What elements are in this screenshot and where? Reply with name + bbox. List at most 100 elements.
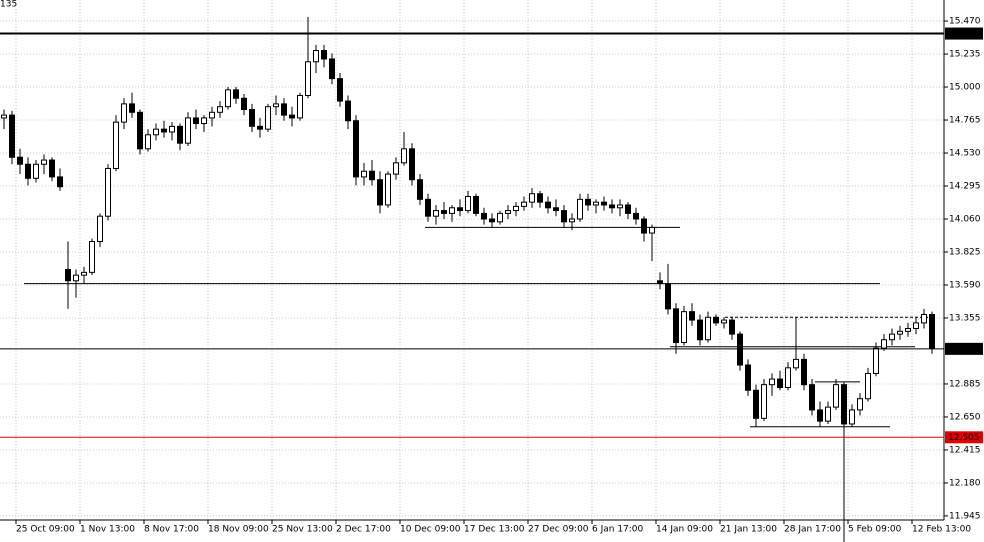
candle-body xyxy=(321,50,327,60)
price-label: 13.135 xyxy=(948,344,980,354)
candle-body xyxy=(921,313,927,324)
candle-body xyxy=(41,159,47,165)
candle-body xyxy=(297,94,303,119)
price-label: 12.505 xyxy=(948,433,980,443)
candle-body xyxy=(25,163,31,179)
candle-body xyxy=(137,111,143,150)
candle-body xyxy=(609,204,615,209)
candle-body xyxy=(329,58,335,80)
candle-body xyxy=(233,89,239,99)
candle-body xyxy=(753,389,759,419)
x-tick-label: 27 Dec 09:00 xyxy=(528,525,589,535)
candle-body xyxy=(273,103,279,108)
candle-body xyxy=(761,384,767,419)
y-tick-label: 15.235 xyxy=(949,50,981,60)
candle-body xyxy=(169,125,175,133)
candle-body xyxy=(913,322,919,330)
candle-body xyxy=(849,409,855,425)
candle-body xyxy=(537,193,543,203)
candle-body xyxy=(145,134,151,150)
candle-body xyxy=(865,372,871,400)
candle-body xyxy=(577,198,583,220)
x-tick-label: 1 Nov 13:00 xyxy=(80,525,135,535)
candle-body xyxy=(385,173,391,206)
y-tick-label: 12.885 xyxy=(949,379,981,389)
candle-body xyxy=(377,179,383,206)
candle-body xyxy=(393,162,399,175)
candle-body xyxy=(545,201,551,209)
candle-body xyxy=(897,330,903,335)
y-tick-label: 14.060 xyxy=(949,215,981,225)
candle-body xyxy=(113,121,119,169)
candle-body xyxy=(521,201,527,207)
candle-body xyxy=(745,364,751,391)
candle-body xyxy=(249,109,255,127)
y-tick-label: 14.295 xyxy=(949,182,981,192)
candle-body xyxy=(417,179,423,200)
candle-body xyxy=(473,196,479,214)
candle-body xyxy=(673,308,679,344)
candle-body xyxy=(505,210,511,214)
x-tick-label: 25 Oct 09:00 xyxy=(16,525,75,535)
candle-body xyxy=(481,212,487,220)
candle-body xyxy=(89,240,95,273)
candle-body xyxy=(825,406,831,422)
candle-body xyxy=(625,204,631,214)
candle-body xyxy=(177,125,183,144)
candle-body xyxy=(105,167,111,217)
candle-body xyxy=(425,198,431,217)
candle-body xyxy=(633,212,639,220)
candle-body xyxy=(721,319,727,324)
candle-body xyxy=(217,106,223,113)
candle-body xyxy=(705,316,711,341)
candle-body xyxy=(713,316,719,324)
candle-body xyxy=(49,159,55,178)
corner-label: 135 xyxy=(0,0,17,10)
candle-body xyxy=(553,207,559,212)
candle-body xyxy=(9,114,15,158)
candle-body xyxy=(457,207,463,212)
candle-body xyxy=(1,114,7,119)
candle-body xyxy=(97,215,103,242)
candle-body xyxy=(289,114,295,119)
candle-body xyxy=(185,117,191,144)
candle-body xyxy=(689,311,695,321)
x-tick-label: 5 Feb 09:00 xyxy=(848,525,902,535)
candle-body xyxy=(433,210,439,217)
candle-body xyxy=(809,384,815,411)
candle-body xyxy=(401,148,407,164)
candle-body xyxy=(241,97,247,111)
x-tick-label: 21 Jan 13:00 xyxy=(720,525,777,535)
candle-body xyxy=(465,196,471,212)
y-tick-label: 12.180 xyxy=(949,478,981,488)
candle-body xyxy=(769,378,775,386)
candle-body xyxy=(201,117,207,125)
x-tick-label: 10 Dec 09:00 xyxy=(400,525,461,535)
candle-body xyxy=(777,378,783,388)
candle-body xyxy=(737,333,743,366)
candle-body xyxy=(489,218,495,223)
candle-body xyxy=(81,271,87,276)
candle-body xyxy=(409,148,415,181)
candle-body xyxy=(649,226,655,234)
candle-body xyxy=(345,100,351,122)
x-tick-label: 8 Nov 17:00 xyxy=(144,525,199,535)
y-tick-label: 15.000 xyxy=(949,83,981,93)
candle-body xyxy=(73,274,79,282)
candle-body xyxy=(905,328,911,332)
candle-body xyxy=(313,50,319,63)
price-label-box xyxy=(945,431,983,444)
x-tick-label: 6 Jan 17:00 xyxy=(592,525,644,535)
candle-body xyxy=(57,176,63,188)
candle-body xyxy=(857,398,863,411)
x-tick-label: 14 Jan 09:00 xyxy=(656,525,713,535)
candle-body xyxy=(225,89,231,108)
candle-body xyxy=(65,269,71,282)
y-tick-label: 14.530 xyxy=(949,149,981,159)
candle-body xyxy=(305,61,311,96)
x-tick-label: 2 Dec 17:00 xyxy=(336,525,391,535)
x-tick-label: 12 Feb 13:00 xyxy=(912,525,971,535)
candle-body xyxy=(585,198,591,206)
candle-body xyxy=(449,207,455,214)
